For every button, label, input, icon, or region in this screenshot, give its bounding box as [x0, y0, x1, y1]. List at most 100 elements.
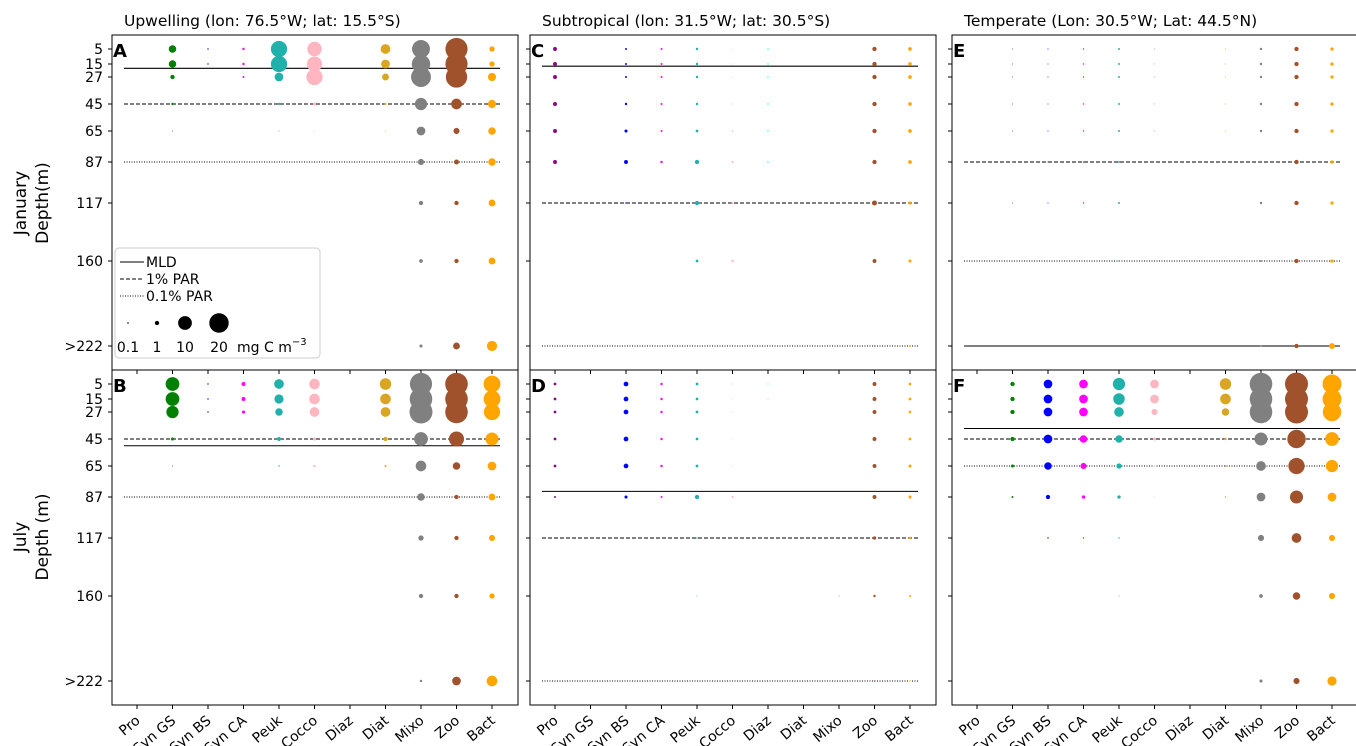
bubble [1082, 537, 1085, 539]
bubble [731, 130, 734, 132]
bubble [695, 75, 699, 79]
y-tick-label: 65 [85, 124, 103, 140]
bubble [270, 40, 288, 58]
bubble [660, 103, 663, 105]
bubble [414, 432, 428, 446]
bubble [1151, 408, 1158, 416]
bubble [872, 200, 877, 206]
bubble [553, 129, 557, 133]
bubble [908, 397, 912, 401]
bubble [313, 464, 316, 468]
bubble [1259, 129, 1263, 133]
bubble [625, 48, 627, 50]
bubble [1259, 62, 1263, 66]
x-tick-label: Bact [464, 712, 499, 745]
bubble [1225, 130, 1226, 132]
bubble [454, 159, 459, 165]
bubble [1220, 393, 1231, 405]
bubble [382, 73, 389, 81]
bubble [1327, 492, 1337, 502]
bubble [274, 72, 284, 82]
x-tick-label: Pro [116, 713, 143, 740]
panel-title: Subtropical (lon: 31.5°W; lat: 30.5°S) [542, 12, 830, 30]
bubble [1043, 379, 1053, 389]
row-label-depth: Depth (m) [33, 493, 53, 580]
panel-a: A Upwelling (lon: 76.5°W; lat: 15.5°S) [108, 12, 519, 374]
bubble [487, 99, 497, 109]
bubble [1249, 400, 1273, 424]
bubble [417, 158, 425, 166]
bubble [767, 398, 769, 400]
bubble [1082, 48, 1085, 50]
y-tick-label: 65 [85, 459, 103, 475]
bubble [908, 75, 912, 79]
bubble [380, 393, 391, 405]
bubble [695, 62, 699, 66]
bubble [379, 378, 392, 390]
bubble [242, 76, 245, 78]
bubble [553, 410, 557, 414]
x-tick-label: Cocco [1118, 713, 1161, 746]
bubble [486, 675, 498, 687]
bubble [1012, 202, 1013, 204]
bubble [624, 102, 628, 106]
bubble [1288, 457, 1305, 475]
bubble [384, 465, 387, 467]
bubble [553, 397, 557, 401]
bubble [908, 495, 912, 499]
bubble [732, 438, 733, 440]
bubble [277, 437, 281, 441]
bubble [1012, 63, 1013, 65]
x-tick-label: Zoo [1272, 713, 1303, 742]
bubble [1045, 494, 1051, 500]
bubble [1047, 161, 1049, 163]
bubble [383, 436, 388, 442]
bubble [483, 390, 501, 408]
y-tick-label: 45 [85, 432, 103, 448]
y-tick-label: 45 [85, 97, 103, 113]
y-tick-label: 117 [76, 196, 103, 212]
bubble [872, 536, 877, 540]
x-tick-label: Diat [778, 712, 811, 743]
bubble [873, 345, 876, 347]
panel-d: D [526, 369, 937, 709]
bubble [1225, 76, 1226, 78]
bubble [1047, 48, 1049, 50]
bubble [909, 680, 911, 682]
bubble [309, 378, 320, 390]
bubble [242, 62, 245, 66]
bubble [1293, 677, 1300, 685]
bubble [380, 44, 391, 54]
bubble [1082, 130, 1085, 132]
bubble [695, 47, 699, 51]
bubble [660, 464, 663, 468]
bubble [1112, 377, 1126, 391]
bubble [306, 68, 323, 86]
bubble [380, 407, 391, 417]
row-label-depth: Depth(m) [33, 162, 53, 244]
bubble [486, 340, 498, 352]
bubble [1256, 492, 1266, 502]
bubble [767, 130, 769, 132]
bubble [309, 393, 320, 405]
bubble [1047, 130, 1049, 132]
bubble [270, 55, 288, 73]
bubble [1082, 76, 1085, 78]
bubble [1219, 378, 1232, 390]
bubble [908, 102, 912, 106]
bubble [419, 344, 423, 348]
bubble [452, 462, 461, 470]
x-tick-label: Mixo [392, 713, 427, 746]
bubble [1150, 394, 1159, 404]
bubble [483, 375, 501, 393]
y-tick-label: 5 [94, 377, 103, 393]
bubble [1118, 48, 1120, 50]
bubble [1079, 379, 1088, 389]
bubble [1330, 160, 1334, 164]
bubble [553, 160, 557, 164]
bubble [1116, 463, 1122, 469]
y-tick-label: >222 [65, 674, 103, 690]
bubble [1327, 676, 1337, 686]
bubble [1118, 63, 1120, 65]
bubble [732, 383, 733, 385]
